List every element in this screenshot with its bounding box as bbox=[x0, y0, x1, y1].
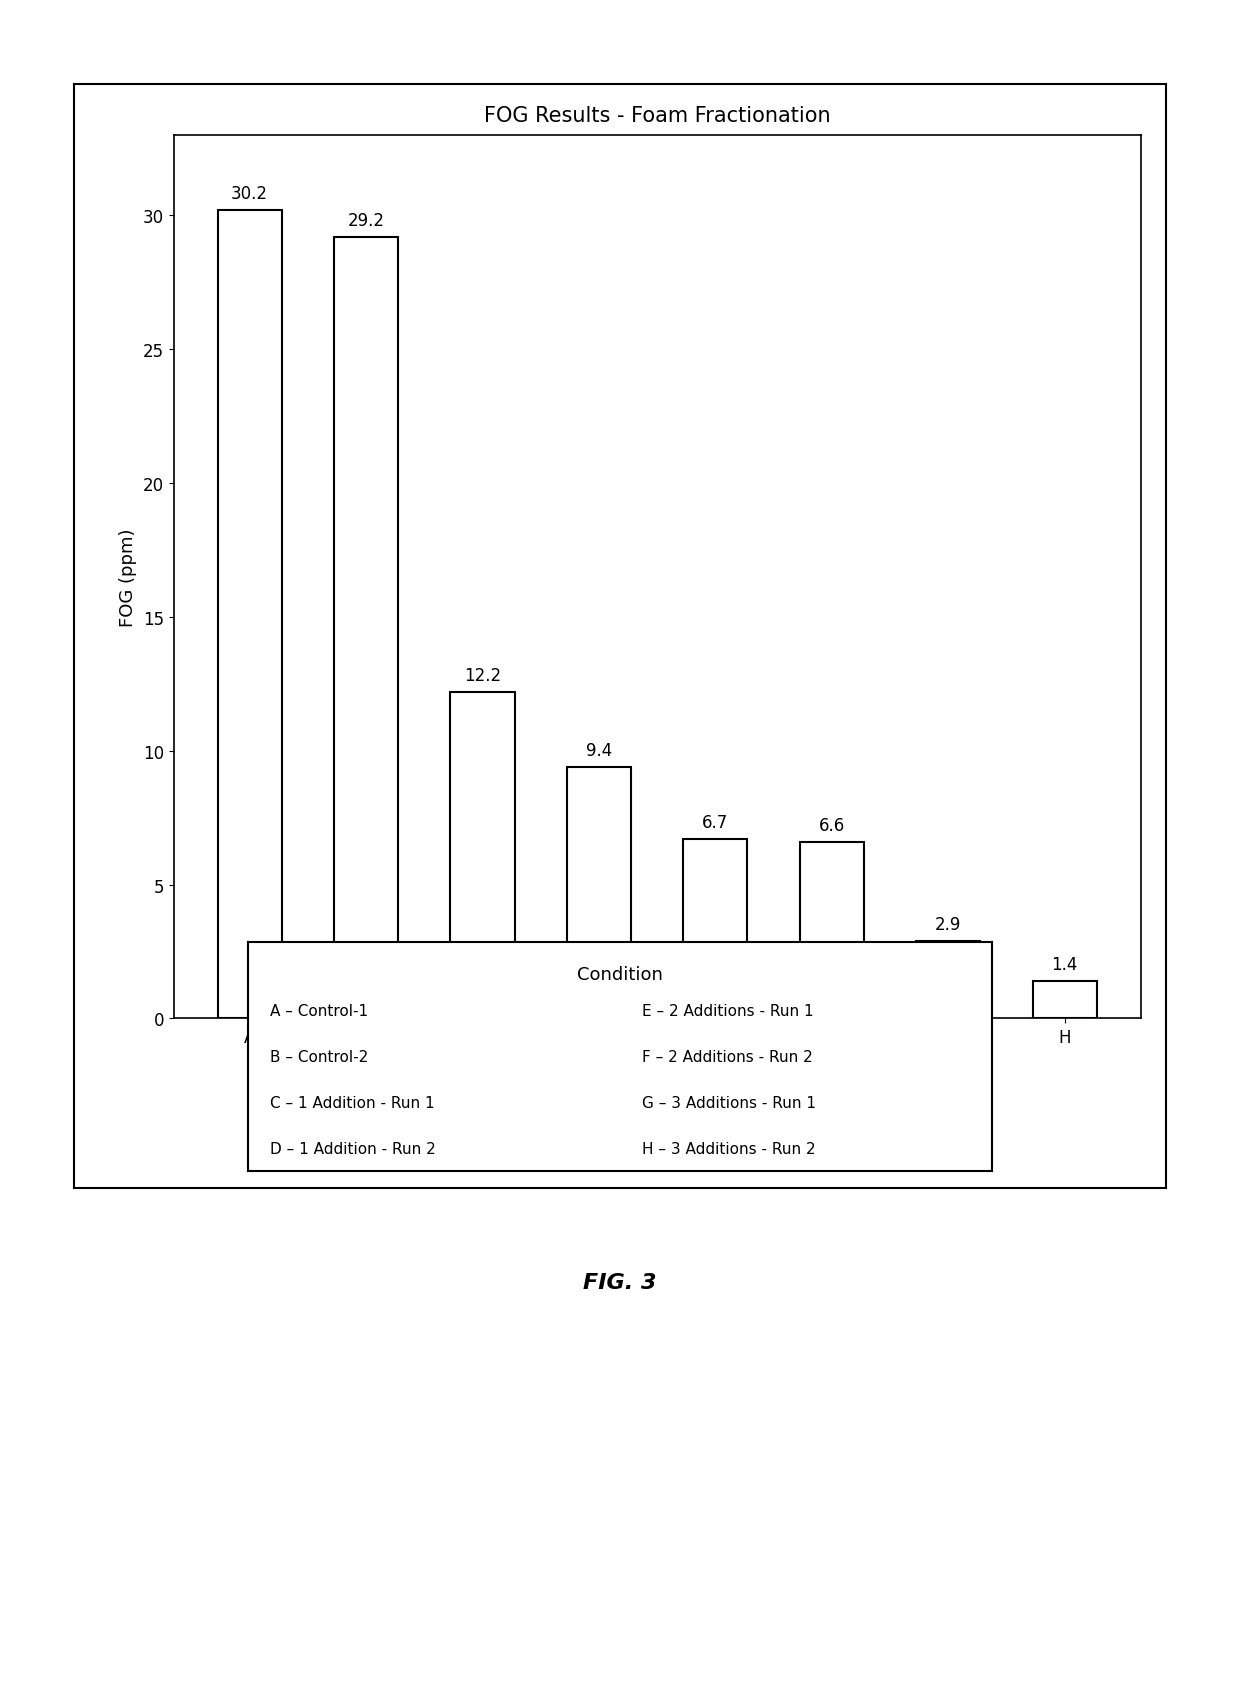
Text: A – Control-1: A – Control-1 bbox=[270, 1004, 368, 1019]
Text: G – 3 Additions - Run 1: G – 3 Additions - Run 1 bbox=[642, 1095, 816, 1110]
Text: H – 3 Additions - Run 2: H – 3 Additions - Run 2 bbox=[642, 1141, 816, 1156]
Text: B – Control-2: B – Control-2 bbox=[270, 1049, 368, 1065]
Bar bbox=[217, 211, 281, 1019]
Text: E – 2 Additions - Run 1: E – 2 Additions - Run 1 bbox=[642, 1004, 813, 1019]
Text: 2.9: 2.9 bbox=[935, 915, 961, 934]
Text: 6.6: 6.6 bbox=[818, 817, 844, 834]
Text: 1.4: 1.4 bbox=[1052, 956, 1078, 973]
Text: 29.2: 29.2 bbox=[347, 212, 384, 229]
Text: 6.7: 6.7 bbox=[702, 813, 729, 832]
Text: FIG. 3: FIG. 3 bbox=[583, 1272, 657, 1292]
Text: 9.4: 9.4 bbox=[585, 742, 613, 759]
Bar bbox=[1033, 981, 1097, 1019]
Text: D – 1 Addition - Run 2: D – 1 Addition - Run 2 bbox=[270, 1141, 436, 1156]
Bar bbox=[916, 941, 981, 1019]
Bar bbox=[800, 842, 864, 1019]
Text: 30.2: 30.2 bbox=[231, 185, 268, 202]
Text: 12.2: 12.2 bbox=[464, 666, 501, 684]
Bar bbox=[334, 238, 398, 1019]
Bar bbox=[683, 839, 748, 1019]
Text: Condition: Condition bbox=[577, 964, 663, 983]
Text: C – 1 Addition - Run 1: C – 1 Addition - Run 1 bbox=[270, 1095, 435, 1110]
Text: F – 2 Additions - Run 2: F – 2 Additions - Run 2 bbox=[642, 1049, 813, 1065]
Title: FOG Results - Foam Fractionation: FOG Results - Foam Fractionation bbox=[484, 105, 831, 126]
Bar bbox=[567, 767, 631, 1019]
Bar bbox=[450, 693, 515, 1019]
Y-axis label: FOG (ppm): FOG (ppm) bbox=[119, 528, 138, 627]
